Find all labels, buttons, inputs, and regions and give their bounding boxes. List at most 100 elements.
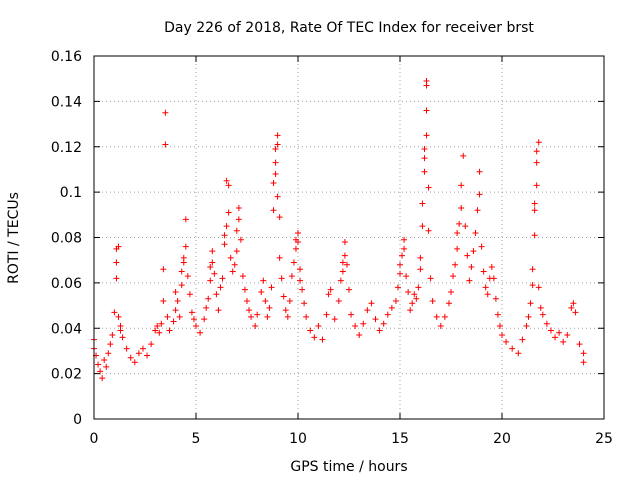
data-point bbox=[454, 245, 461, 252]
data-point bbox=[480, 268, 487, 275]
data-point bbox=[223, 223, 230, 230]
x-tick-label: 10 bbox=[289, 431, 307, 447]
data-point bbox=[419, 200, 426, 207]
data-point bbox=[494, 311, 501, 318]
data-point bbox=[535, 139, 542, 146]
data-point bbox=[441, 313, 448, 320]
data-point bbox=[448, 288, 454, 295]
data-point bbox=[211, 270, 218, 277]
data-point bbox=[417, 254, 424, 261]
data-point bbox=[464, 252, 471, 259]
data-point bbox=[115, 313, 122, 320]
data-point bbox=[572, 309, 579, 316]
data-point bbox=[364, 307, 371, 314]
data-point bbox=[292, 245, 299, 252]
data-point bbox=[148, 341, 155, 348]
data-point bbox=[131, 359, 138, 366]
data-point bbox=[270, 207, 277, 214]
data-point bbox=[529, 266, 536, 273]
data-point bbox=[266, 304, 273, 311]
data-point bbox=[425, 227, 432, 234]
data-point bbox=[303, 313, 310, 320]
data-point bbox=[348, 311, 355, 318]
data-point bbox=[260, 277, 267, 284]
data-point bbox=[421, 155, 428, 162]
data-point bbox=[268, 284, 275, 291]
data-point bbox=[352, 322, 359, 329]
data-point bbox=[523, 322, 530, 329]
data-point bbox=[327, 286, 334, 293]
data-point bbox=[239, 273, 246, 280]
data-point bbox=[207, 263, 214, 270]
data-point bbox=[519, 336, 526, 343]
data-point bbox=[529, 282, 536, 289]
data-point bbox=[105, 350, 112, 357]
data-point bbox=[421, 168, 428, 175]
data-point bbox=[235, 205, 242, 212]
data-point bbox=[252, 322, 259, 329]
data-point bbox=[274, 193, 281, 200]
y-tick-label: 0.06 bbox=[51, 276, 82, 292]
data-point bbox=[419, 223, 426, 230]
y-tick-label: 0.02 bbox=[51, 367, 82, 383]
data-point bbox=[484, 291, 491, 298]
data-point bbox=[423, 132, 430, 139]
data-point bbox=[297, 277, 304, 284]
data-point bbox=[403, 273, 410, 280]
data-point bbox=[235, 216, 242, 223]
data-point bbox=[539, 311, 546, 318]
data-point bbox=[337, 277, 344, 284]
x-tick-label: 15 bbox=[391, 431, 409, 447]
data-point bbox=[278, 275, 285, 282]
data-point bbox=[421, 146, 428, 153]
data-point bbox=[445, 300, 452, 307]
data-point bbox=[162, 141, 169, 148]
data-point bbox=[115, 243, 122, 250]
data-point bbox=[397, 261, 403, 268]
data-point bbox=[270, 180, 277, 187]
data-point bbox=[394, 284, 401, 291]
data-point bbox=[209, 248, 216, 255]
y-tick-label: 0.16 bbox=[51, 49, 82, 65]
data-point bbox=[295, 229, 301, 236]
data-point bbox=[452, 261, 459, 268]
data-point bbox=[276, 214, 283, 221]
data-point bbox=[231, 261, 238, 268]
data-point bbox=[217, 284, 224, 291]
data-point bbox=[113, 259, 120, 266]
y-tick-label: 0.14 bbox=[51, 94, 82, 110]
data-point bbox=[166, 327, 173, 334]
data-point bbox=[515, 350, 522, 357]
data-point bbox=[272, 159, 279, 166]
y-tick-label: 0.12 bbox=[51, 140, 82, 156]
data-point bbox=[290, 259, 297, 266]
data-point bbox=[503, 338, 510, 345]
data-point bbox=[476, 191, 483, 198]
data-point bbox=[533, 159, 540, 166]
data-point bbox=[162, 109, 169, 116]
data-point bbox=[543, 320, 550, 327]
data-point bbox=[225, 209, 232, 216]
data-point bbox=[241, 286, 248, 293]
data-point bbox=[525, 313, 532, 320]
data-point bbox=[570, 300, 577, 307]
data-point bbox=[392, 298, 399, 305]
x-tick-label: 25 bbox=[595, 431, 613, 447]
data-point bbox=[560, 338, 567, 345]
data-point bbox=[117, 327, 124, 334]
data-point bbox=[425, 184, 432, 191]
data-point bbox=[221, 241, 228, 248]
data-point bbox=[180, 254, 187, 261]
data-point bbox=[307, 327, 314, 334]
data-point bbox=[433, 313, 440, 320]
data-point bbox=[274, 132, 281, 139]
x-tick-label: 5 bbox=[192, 431, 201, 447]
x-axis-label: GPS time / hours bbox=[290, 459, 407, 475]
axis-ticks: 0 5 10 15 20 25 0 0.02 0.04 0.06 0.08 0.1 0.12 0.14 0.… bbox=[51, 49, 613, 447]
data-point bbox=[295, 239, 301, 246]
data-point bbox=[201, 316, 208, 323]
data-point bbox=[384, 311, 391, 318]
data-point bbox=[547, 327, 554, 334]
data-point bbox=[144, 352, 151, 359]
